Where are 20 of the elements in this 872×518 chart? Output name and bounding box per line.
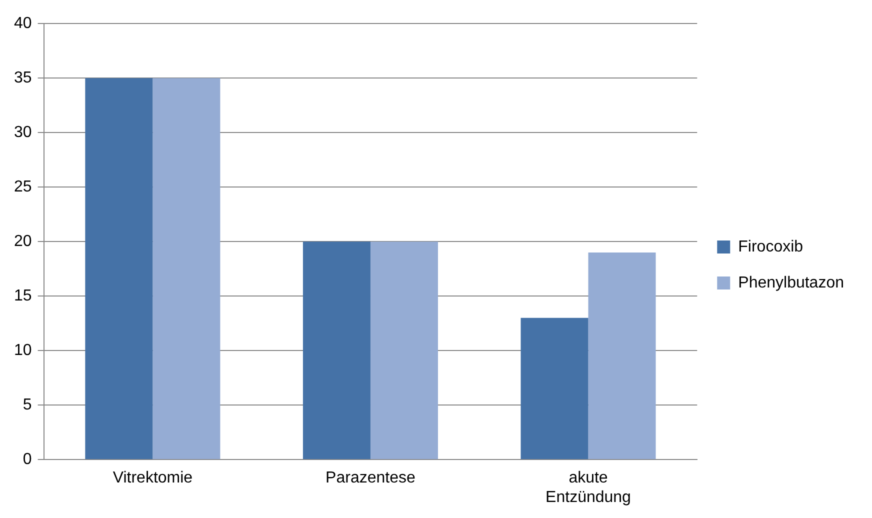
x-tick-label: akute Entzündung: [546, 470, 631, 506]
legend-label: Phenylbutazon: [738, 274, 844, 292]
bar: [85, 78, 153, 460]
bar: [588, 252, 656, 460]
bar: [520, 318, 588, 460]
bar: [152, 78, 220, 460]
y-tick-label: 0: [22, 451, 32, 468]
bar: [370, 242, 438, 460]
x-tick-label: Vitrektomie: [112, 470, 193, 487]
y-tick-label: 25: [14, 178, 32, 196]
y-tick-label: 30: [14, 124, 32, 142]
legend-label: Firocoxib: [738, 238, 804, 256]
y-tick-label: 40: [14, 15, 32, 32]
y-tick-label: 5: [22, 396, 32, 414]
y-tick-label: 15: [14, 288, 32, 305]
y-tick-label: 35: [14, 70, 32, 87]
y-tick-label: 20: [14, 233, 32, 250]
bar: [302, 242, 370, 460]
x-tick-label: Parazentese: [326, 470, 416, 487]
y-tick-label: 10: [14, 342, 32, 360]
